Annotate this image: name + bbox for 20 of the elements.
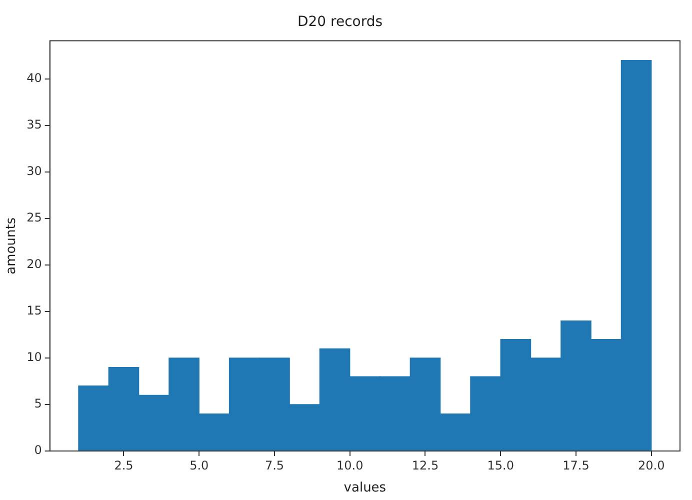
- x-tick-label: 15.0: [487, 458, 514, 472]
- y-tick-label: 5: [34, 396, 42, 411]
- x-axis-title: values: [344, 480, 386, 496]
- y-tick-label: 25: [26, 210, 42, 225]
- y-tick-label: 0: [34, 443, 42, 458]
- x-tick-label: 20.0: [638, 458, 665, 472]
- chart-title: D20 records: [297, 14, 383, 30]
- y-tick-label: 40: [26, 71, 42, 86]
- y-tick-label: 35: [26, 118, 42, 132]
- y-tick-label: 30: [26, 164, 42, 178]
- y-tick-label: 10: [26, 350, 42, 364]
- x-tick-label: 10.0: [336, 458, 364, 472]
- x-tick-label: 7.5: [264, 458, 284, 472]
- x-tick-label: 5.0: [190, 458, 209, 472]
- y-tick-label: 20: [26, 257, 42, 272]
- y-tick-label: 15: [26, 304, 42, 318]
- y-axis-title: amounts: [4, 217, 20, 274]
- x-tick-label: 17.5: [562, 458, 590, 472]
- x-tick-label: 2.5: [114, 458, 134, 472]
- x-tick-label: 12.5: [412, 458, 439, 472]
